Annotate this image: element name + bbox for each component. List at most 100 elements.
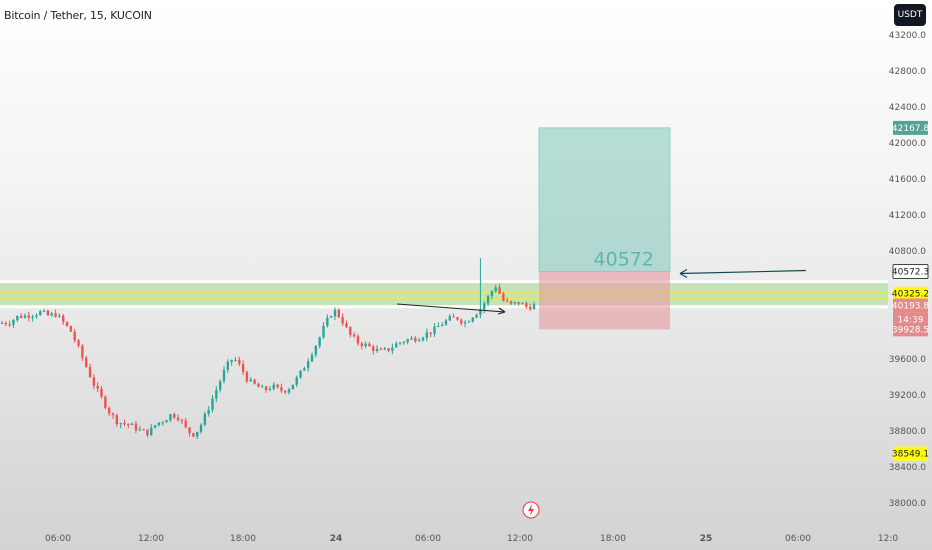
candle bbox=[107, 406, 111, 417]
candle bbox=[31, 314, 34, 322]
candle bbox=[490, 290, 494, 300]
candle bbox=[398, 341, 402, 346]
price-label-box bbox=[893, 446, 928, 461]
candle-body bbox=[368, 343, 371, 347]
candle-body bbox=[318, 337, 321, 346]
price-label-text: 40193.8 bbox=[892, 302, 929, 312]
candle bbox=[341, 313, 344, 326]
candle-body bbox=[81, 345, 84, 358]
candle-body bbox=[421, 337, 425, 341]
time-tick-label: 06:00 bbox=[785, 534, 811, 544]
candle bbox=[230, 359, 233, 366]
candle bbox=[8, 320, 11, 328]
candle-body bbox=[483, 303, 486, 310]
candle bbox=[119, 422, 122, 429]
candle bbox=[111, 412, 115, 419]
price-tick-label: 39600.0 bbox=[889, 355, 926, 365]
candle-body bbox=[127, 423, 130, 426]
candle bbox=[211, 394, 214, 413]
candle bbox=[81, 344, 84, 362]
candle bbox=[448, 314, 451, 322]
candle-body bbox=[406, 339, 409, 342]
symbol-title: Bitcoin / Tether, 15, KUCOIN bbox=[4, 9, 152, 22]
candle-body bbox=[498, 287, 501, 294]
candle-body bbox=[268, 388, 272, 391]
candle bbox=[276, 383, 279, 389]
candle bbox=[153, 424, 157, 429]
candle-body bbox=[345, 323, 348, 328]
price-label: 40572.3 bbox=[892, 263, 929, 279]
currency-button[interactable]: USDT bbox=[894, 4, 926, 26]
price-tick-label: 40800.0 bbox=[889, 247, 926, 257]
price-label-text: 42167.8 bbox=[892, 124, 929, 134]
candle-body bbox=[479, 309, 482, 315]
candle-body bbox=[448, 316, 451, 321]
candle bbox=[226, 359, 229, 374]
candle-body bbox=[502, 293, 505, 301]
candle-body bbox=[188, 427, 191, 434]
price-tick-label: 42800.0 bbox=[889, 67, 926, 77]
candle bbox=[264, 385, 268, 393]
candle-body bbox=[414, 337, 417, 342]
price-tick-label: 41200.0 bbox=[889, 211, 926, 221]
candle-body bbox=[261, 386, 264, 388]
candle-body bbox=[307, 361, 310, 369]
time-axis[interactable]: 06:00 12:00 18:00 24 06:00 12:00 18:00 25 06:00 1… bbox=[45, 501, 898, 544]
candle-body bbox=[241, 364, 245, 373]
candle-body bbox=[333, 309, 337, 317]
candle bbox=[146, 429, 149, 438]
price-label: 39928.5 bbox=[892, 322, 929, 337]
candle-body bbox=[234, 359, 237, 361]
candle bbox=[245, 370, 249, 384]
candle-body bbox=[169, 414, 172, 421]
candle bbox=[268, 385, 272, 392]
candle bbox=[456, 316, 459, 321]
candle bbox=[406, 338, 409, 345]
candle bbox=[440, 322, 444, 327]
price-axis[interactable]: 43200.0 42800.0 42400.0 42000.0 41600.0 41200… bbox=[889, 31, 930, 509]
candle bbox=[379, 347, 383, 350]
candle bbox=[521, 301, 524, 305]
candle-body bbox=[429, 332, 432, 334]
candle-body bbox=[0, 323, 4, 324]
candle bbox=[123, 419, 126, 427]
candle-body bbox=[8, 324, 11, 326]
candle-body bbox=[528, 306, 532, 310]
candle-body bbox=[249, 379, 252, 382]
candle bbox=[241, 360, 245, 375]
candle bbox=[437, 322, 440, 328]
time-tick-label: 12:00 bbox=[507, 534, 533, 544]
price-label-text: 39928.5 bbox=[892, 325, 929, 335]
candle bbox=[475, 313, 478, 319]
candle bbox=[192, 432, 195, 438]
candle bbox=[471, 317, 474, 323]
stop-box bbox=[539, 271, 670, 330]
candle-body bbox=[62, 315, 65, 322]
candle bbox=[218, 379, 222, 393]
candle bbox=[375, 345, 379, 353]
candle bbox=[27, 311, 30, 322]
candle bbox=[96, 382, 99, 393]
candle-body bbox=[203, 413, 207, 425]
candle-body bbox=[280, 387, 283, 391]
candle-body bbox=[104, 396, 107, 408]
event-bolt bbox=[528, 504, 534, 516]
candle-body bbox=[517, 301, 520, 304]
candle-body bbox=[364, 343, 367, 347]
price-tick-label: 42400.0 bbox=[889, 103, 926, 113]
candle-body bbox=[257, 383, 260, 387]
event-marker-icon bbox=[522, 501, 540, 519]
price-label-text: 40325.2 bbox=[892, 290, 929, 300]
candle bbox=[253, 378, 256, 385]
candle bbox=[433, 323, 436, 337]
candle bbox=[165, 419, 168, 423]
candle-body bbox=[119, 423, 122, 425]
candle bbox=[173, 412, 176, 420]
candle-body bbox=[35, 315, 38, 317]
candle bbox=[115, 413, 119, 427]
candle bbox=[314, 345, 318, 358]
candle-body bbox=[509, 301, 513, 304]
candle bbox=[12, 318, 15, 328]
